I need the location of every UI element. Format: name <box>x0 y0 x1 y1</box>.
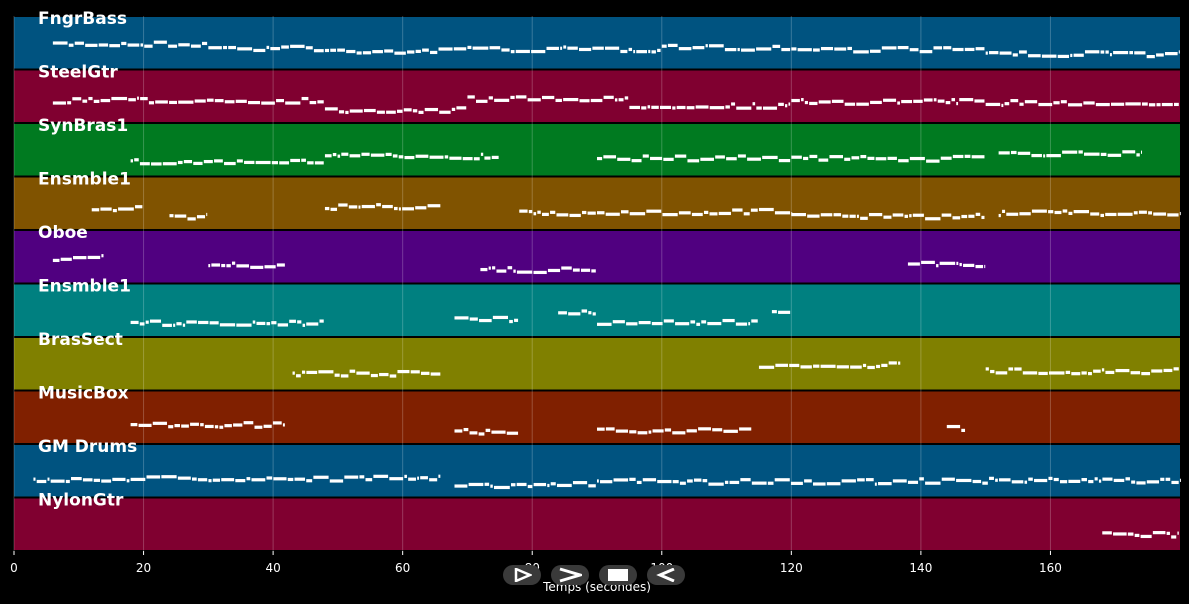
note-segment <box>758 361 901 370</box>
play-icon <box>514 568 532 582</box>
note-segment <box>454 481 596 490</box>
track-label: Ensmble1 <box>38 170 131 190</box>
note-segment <box>771 310 791 314</box>
note-segment <box>130 319 324 327</box>
note-segment <box>1102 531 1179 539</box>
note-segment <box>169 212 208 221</box>
track-band <box>14 177 1180 229</box>
note-segment <box>454 315 519 324</box>
track-band <box>14 391 1180 443</box>
note-segment <box>907 476 1181 485</box>
note-segment <box>946 424 966 433</box>
note-segment <box>597 154 791 163</box>
note-segment <box>597 477 907 486</box>
note-segment <box>791 98 985 106</box>
track-label: SteelGtr <box>38 63 118 83</box>
note-segment <box>52 40 208 48</box>
x-tick-label: 140 <box>909 561 932 575</box>
note-segment <box>597 427 752 435</box>
note-segment <box>208 261 285 269</box>
note-segment <box>208 44 324 53</box>
x-tick-label: 120 <box>780 561 803 575</box>
note-segment <box>324 203 441 211</box>
note-segment <box>467 45 661 54</box>
x-tick-label: 40 <box>265 561 280 575</box>
note-segment <box>985 50 1180 59</box>
note-segment <box>998 209 1181 218</box>
note-segment <box>597 208 758 217</box>
note-segment <box>558 309 596 316</box>
note-segment <box>389 369 441 378</box>
note-segment <box>324 152 499 161</box>
track-band <box>14 17 1180 69</box>
note-segment <box>985 367 1179 376</box>
note-segment <box>91 205 143 213</box>
play-button[interactable] <box>503 565 541 585</box>
track-label: Ensmble1 <box>38 277 131 297</box>
rewind-icon <box>656 568 675 582</box>
note-segment <box>998 150 1143 158</box>
note-segment <box>467 95 629 103</box>
stop-icon <box>608 569 628 581</box>
note-segment <box>454 427 519 436</box>
note-segment <box>292 369 389 378</box>
track-label: SynBras1 <box>38 116 128 136</box>
note-segment <box>52 96 324 105</box>
stop-button[interactable] <box>599 565 637 585</box>
note-segment <box>33 476 130 484</box>
x-tick-label: 0 <box>10 561 18 575</box>
note-segment <box>324 106 467 115</box>
note-segment <box>597 318 758 326</box>
note-segment <box>130 474 441 483</box>
note-segment <box>130 421 285 429</box>
track-band <box>14 231 1180 283</box>
note-segment <box>324 47 467 55</box>
track-band <box>14 445 1180 497</box>
note-segment <box>130 158 324 166</box>
track-label: BrasSect <box>38 330 123 350</box>
x-tick-label: 60 <box>395 561 410 575</box>
track-band <box>14 70 1180 122</box>
note-segment <box>985 99 1179 108</box>
track-label: Oboe <box>38 223 88 243</box>
track-label: MusicBox <box>38 384 129 404</box>
x-tick-label: 160 <box>1039 561 1062 575</box>
note-segment <box>480 266 596 275</box>
track-band <box>14 498 1180 550</box>
track-band <box>14 338 1180 390</box>
fast-forward-icon <box>559 567 582 583</box>
rewind-button[interactable] <box>647 565 685 585</box>
note-segment <box>791 212 985 221</box>
track-label: GM Drums <box>38 437 137 457</box>
note-segment <box>791 154 985 163</box>
note-segment <box>907 260 986 269</box>
note-segment <box>661 43 791 52</box>
note-segment <box>791 45 985 54</box>
track-label: NylonGtr <box>38 491 124 511</box>
track-band <box>14 284 1180 336</box>
note-segment <box>52 254 104 263</box>
track-label: FngrBass <box>38 9 127 29</box>
forward-button[interactable] <box>551 565 589 585</box>
note-segment <box>519 209 596 218</box>
x-tick-label: 20 <box>136 561 151 575</box>
note-segment <box>629 102 791 110</box>
track-band <box>14 124 1180 176</box>
